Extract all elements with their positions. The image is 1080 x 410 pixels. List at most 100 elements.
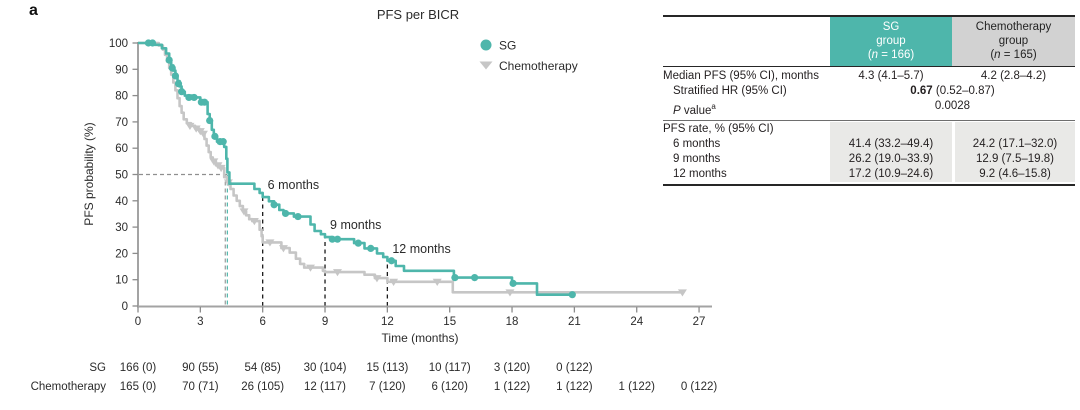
- median-pfs-label: Median PFS (95% CI), months: [663, 70, 819, 82]
- sg-censor-mark-icon: [178, 88, 186, 96]
- rate-9mo-label: 9 months: [673, 152, 721, 165]
- rate-6mo-label: 6 months: [673, 137, 721, 150]
- risk-value: 165 (0): [120, 381, 157, 393]
- sg-censor-mark-icon: [354, 239, 362, 247]
- sg-censor-mark-icon: [387, 257, 396, 265]
- header-chemo-group: Chemotherapy group (n = 165): [952, 17, 1075, 66]
- risk-value: 166 (0): [120, 362, 157, 374]
- chemotherapy-censor-mark-icon: [239, 208, 249, 216]
- risk-value: 7 (120): [369, 381, 406, 393]
- chemotherapy-censor-mark-icon: [209, 158, 219, 166]
- sg-censor-mark-icon: [185, 93, 193, 102]
- x-axis-label: Time (months): [382, 331, 459, 345]
- y-tick-label: 70: [115, 117, 128, 129]
- sg-censor-mark-icon: [206, 116, 214, 125]
- chemotherapy-censor-mark-icon: [505, 289, 515, 297]
- chemotherapy-censor-mark-icon: [198, 130, 208, 138]
- pfs-rate-chemo-spacer: [952, 121, 1075, 137]
- risk-value: 3 (120): [494, 362, 531, 374]
- chemotherapy-censor-mark-icon: [432, 278, 442, 287]
- y-tick-label: 40: [115, 196, 128, 208]
- pvalue-value: 0.0028: [934, 100, 971, 112]
- sg-censor-mark-icon: [451, 273, 459, 282]
- sg-censor-mark-icon: [171, 72, 180, 80]
- sg-censor-mark-icon: [509, 279, 517, 287]
- median-pfs-sg-value: 4.3 (4.1–5.7): [858, 70, 924, 82]
- risk-value: 15 (113): [366, 362, 408, 374]
- sg-curve: [138, 41, 575, 296]
- stats-table-header: SG group (n = 166) Chemotherapy group (n…: [663, 17, 1075, 67]
- x-tick-label: 24: [630, 316, 643, 328]
- pvalue-label: P valuea: [673, 102, 716, 117]
- rate-9mo-chemo-value: 12.9 (7.5–19.8): [952, 151, 1075, 167]
- x-tick-label: 6: [259, 316, 265, 328]
- y-tick-label: 10: [115, 275, 128, 287]
- rate-9mo-row: 9 months 26.2 (19.0–33.9) 12.9 (7.5–19.8…: [663, 151, 1075, 167]
- chemotherapy-censor-mark-icon: [265, 239, 275, 247]
- sg-censor-mark-icon: [328, 235, 336, 243]
- risk-row-label-chemotherapy: Chemotherapy: [31, 381, 107, 393]
- rate-12mo-label: 12 months: [673, 167, 727, 180]
- annotation-6-months: 6 months: [268, 178, 319, 192]
- stratified-hr-value: 0.67 (0.52–0.87): [910, 85, 995, 97]
- y-tick-label: 20: [115, 248, 128, 260]
- chemotherapy-censor-mark-icon: [185, 122, 195, 131]
- x-tick-label: 9: [322, 316, 328, 328]
- risk-value: 90 (55): [182, 362, 219, 374]
- risk-value: 0 (122): [556, 362, 593, 374]
- sg-censor-mark-icon: [165, 56, 173, 64]
- risk-row-label-sg: SG: [89, 362, 106, 374]
- sg-censor-mark-icon: [200, 98, 209, 106]
- rate-12mo-sg-value: 17.2 (10.9–24.6): [830, 166, 952, 182]
- annotation-12-months: 12 months: [392, 242, 450, 256]
- risk-value: 12 (117): [304, 381, 346, 393]
- sg-censor-mark-icon: [568, 291, 576, 299]
- chemotherapy-censor-mark-icon: [305, 264, 315, 272]
- median-pfs-chemo-value: 4.2 (2.8–4.2): [980, 70, 1047, 82]
- pfs-rate-header-row: PFS rate, % (95% CI): [663, 121, 1075, 137]
- km-plot: PFS per BICR SG Chemotherapy 6 months 9 mont…: [31, 7, 718, 393]
- x-tick-label: 15: [443, 316, 456, 328]
- y-tick-label: 100: [109, 38, 128, 50]
- y-axis-label: PFS probability (%): [82, 122, 96, 225]
- x-tick-label: 27: [693, 316, 706, 328]
- x-tick-label: 0: [135, 316, 141, 328]
- sg-censor-mark-icon: [148, 39, 157, 47]
- stratified-hr-label: Stratified HR (95% CI): [673, 85, 787, 97]
- risk-value: 0 (122): [681, 381, 718, 393]
- x-tick-label: 3: [197, 316, 203, 328]
- stats-section-pfs-rate: PFS rate, % (95% CI) 6 months 41.4 (33.2…: [663, 119, 1075, 184]
- risk-value: 26 (105): [241, 381, 284, 393]
- risk-value: 1 (122): [619, 381, 656, 393]
- risk-value: 10 (117): [429, 362, 471, 374]
- chemotherapy-censor-mark-icon: [332, 269, 342, 277]
- median-pfs-row: Median PFS (95% CI), months 4.3 (4.1–5.7…: [663, 69, 1075, 84]
- chemotherapy-censor-mark-icon: [278, 245, 288, 253]
- rate-12mo-chemo-value: 9.2 (4.6–15.8): [952, 166, 1075, 182]
- sg-censor-mark-icon: [333, 235, 342, 243]
- y-tick-label: 50: [115, 170, 128, 182]
- pfs-rate-label: PFS rate, % (95% CI): [663, 122, 774, 135]
- risk-value: 54 (85): [244, 362, 281, 374]
- chemotherapy-censor-mark-icon: [249, 218, 259, 226]
- risk-value: 6 (120): [431, 381, 468, 393]
- chart-title: PFS per BICR: [377, 7, 459, 22]
- chemo-header-line1: Chemotherapy: [975, 21, 1052, 33]
- stats-table: SG group (n = 166) Chemotherapy group (n…: [663, 15, 1075, 186]
- risk-value: 1 (122): [556, 381, 593, 393]
- rate-6mo-chemo-value: 24.2 (17.1–32.0): [952, 136, 1075, 152]
- header-spacer: [663, 17, 830, 66]
- header-sg-group: SG group (n = 166): [830, 17, 952, 66]
- legend-chemotherapy-label: Chemotherapy: [499, 59, 578, 73]
- annotation-9-months: 9 months: [330, 218, 381, 232]
- sg-censor-mark-icon: [219, 138, 227, 146]
- pfs-rate-sg-spacer: [830, 121, 952, 137]
- risk-value: 1 (122): [494, 381, 531, 393]
- y-tick-label: 30: [115, 222, 128, 234]
- legend-chemotherapy-marker-icon: [479, 61, 493, 70]
- chemotherapy-censor-mark-icon: [389, 278, 399, 287]
- stats-section-median: Median PFS (95% CI), months 4.3 (4.1–5.7…: [663, 67, 1075, 120]
- pvalue-row: P valuea 0.0028: [663, 99, 1075, 119]
- sg-censor-mark-icon: [471, 273, 479, 282]
- sg-censor-mark-icon: [270, 201, 278, 209]
